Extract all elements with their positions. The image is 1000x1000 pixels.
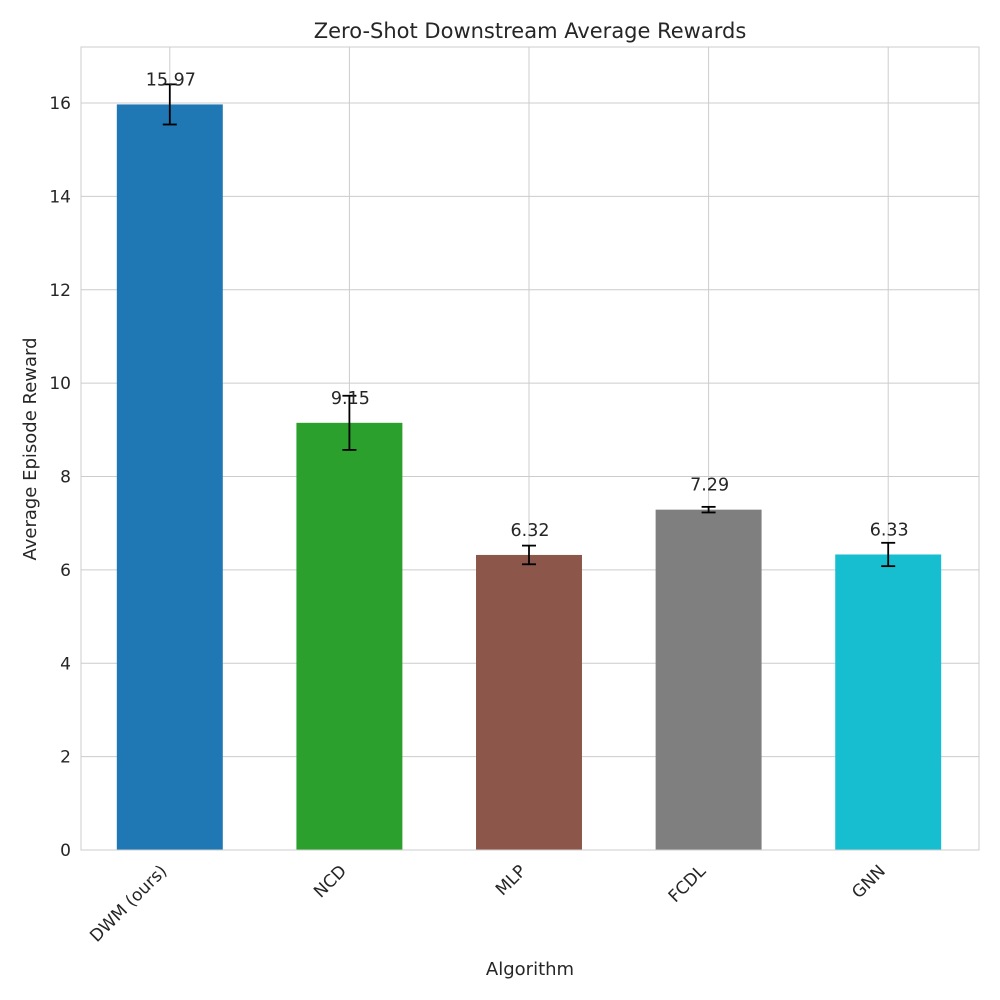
y-tick-label: 4 xyxy=(60,654,71,674)
error-bars xyxy=(162,83,896,568)
y-tick-labels: 0 2 4 6 8 10 12 14 16 xyxy=(49,94,71,861)
bar xyxy=(655,509,762,850)
data-label: 9.15 xyxy=(331,389,370,409)
bar xyxy=(116,104,223,851)
x-axis-label: Algorithm xyxy=(486,959,574,980)
data-label: 6.33 xyxy=(870,520,909,540)
y-axis-label: Average Episode Reward xyxy=(20,337,41,560)
bars xyxy=(116,104,942,851)
y-tick-label: 0 xyxy=(60,841,71,861)
data-label: 15.97 xyxy=(146,70,196,90)
y-tick-label: 14 xyxy=(49,187,71,207)
plot-frame xyxy=(80,46,980,851)
data-labels: 15.97 9.15 6.32 7.29 6.33 xyxy=(146,70,909,541)
chart-title: Zero-Shot Downstream Average Rewards xyxy=(314,19,747,43)
bar xyxy=(296,422,403,850)
bar xyxy=(835,554,942,850)
y-tick-label: 12 xyxy=(49,281,71,301)
y-tick-label: 6 xyxy=(60,561,71,581)
bar xyxy=(476,554,582,850)
data-label: 6.32 xyxy=(511,521,550,541)
y-tick-label: 2 xyxy=(60,748,71,768)
y-tick-label: 10 xyxy=(49,374,71,394)
y-tick-label: 16 xyxy=(49,94,71,114)
y-tick-label: 8 xyxy=(60,468,71,488)
data-label: 7.29 xyxy=(690,476,729,496)
